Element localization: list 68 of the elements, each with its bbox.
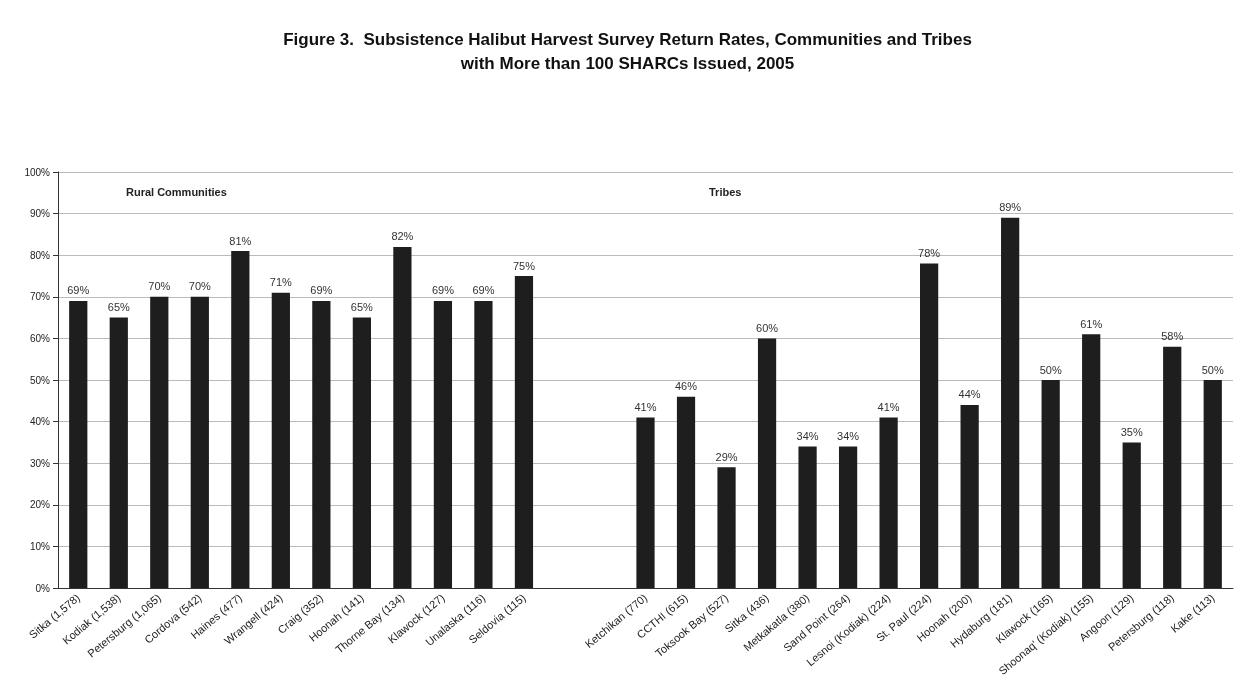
bar [838, 446, 858, 588]
bar [798, 446, 817, 588]
data-label: 78% [918, 247, 941, 260]
y-tick-label: 40% [29, 416, 51, 428]
bar [393, 246, 412, 588]
bar [1163, 346, 1182, 588]
chart-title: Figure 3. Subsistence Halibut Harvest Survey Return Rates, Communities and Tribes with More than 100 SHARCs Issued, 2005 [283, 29, 972, 73]
data-label: 60% [756, 321, 779, 334]
data-label: 35% [1120, 425, 1143, 438]
bar [352, 317, 371, 588]
annotation: Tribes [709, 185, 742, 198]
data-label: 34% [837, 430, 860, 443]
y-tick-label: 10% [29, 540, 51, 552]
y-tick-label: 90% [29, 208, 51, 220]
bar [190, 296, 209, 588]
bar [1041, 380, 1060, 588]
bar [1082, 334, 1101, 588]
y-tick-label: 100% [24, 166, 51, 178]
data-label: 69% [310, 284, 333, 297]
bar [1203, 380, 1222, 588]
bar [231, 251, 250, 588]
data-label: 75% [512, 259, 536, 272]
bar [1001, 217, 1020, 588]
data-label: 70% [188, 280, 212, 293]
data-label: 65% [350, 301, 374, 314]
data-label: 89% [999, 201, 1022, 214]
data-label: 34% [796, 430, 819, 443]
data-label: 58% [1161, 330, 1184, 343]
bar [312, 300, 331, 588]
bar [514, 276, 534, 588]
data-label: 41% [877, 400, 900, 413]
data-label: 69% [472, 284, 495, 297]
data-label: 50% [1039, 363, 1062, 376]
data-label: 50% [1201, 363, 1224, 376]
bar [109, 317, 128, 588]
data-label: 65% [107, 301, 130, 314]
bar [757, 338, 777, 588]
y-tick-label: 60% [29, 332, 51, 344]
y-tick-label: 30% [29, 457, 51, 469]
y-tick-label: 80% [29, 249, 51, 261]
bar [271, 292, 290, 588]
annotation: Rural Communities [126, 185, 227, 198]
data-label: 69% [431, 284, 455, 297]
bar [960, 404, 979, 588]
data-label: 44% [958, 388, 981, 401]
y-tick-label: 0% [35, 582, 51, 594]
data-label: 70% [148, 280, 171, 293]
bar [717, 467, 736, 588]
bar [69, 300, 88, 588]
bar [433, 300, 453, 588]
bar [676, 396, 696, 588]
data-label: 81% [229, 234, 252, 247]
data-label: 61% [1080, 317, 1103, 330]
data-label: 69% [67, 284, 90, 297]
y-tick-label: 20% [29, 499, 51, 511]
bar [474, 300, 493, 588]
data-label: 46% [675, 380, 698, 393]
bar [879, 417, 898, 588]
bar [150, 296, 169, 588]
data-label: 71% [269, 276, 293, 289]
bar [1122, 442, 1141, 588]
data-label: 82% [391, 230, 414, 243]
y-tick-label: 50% [29, 374, 51, 386]
bar [920, 263, 939, 588]
data-label: 29% [715, 450, 738, 463]
data-label: 41% [634, 400, 657, 413]
y-tick-label: 70% [29, 291, 51, 303]
bar [636, 417, 655, 588]
